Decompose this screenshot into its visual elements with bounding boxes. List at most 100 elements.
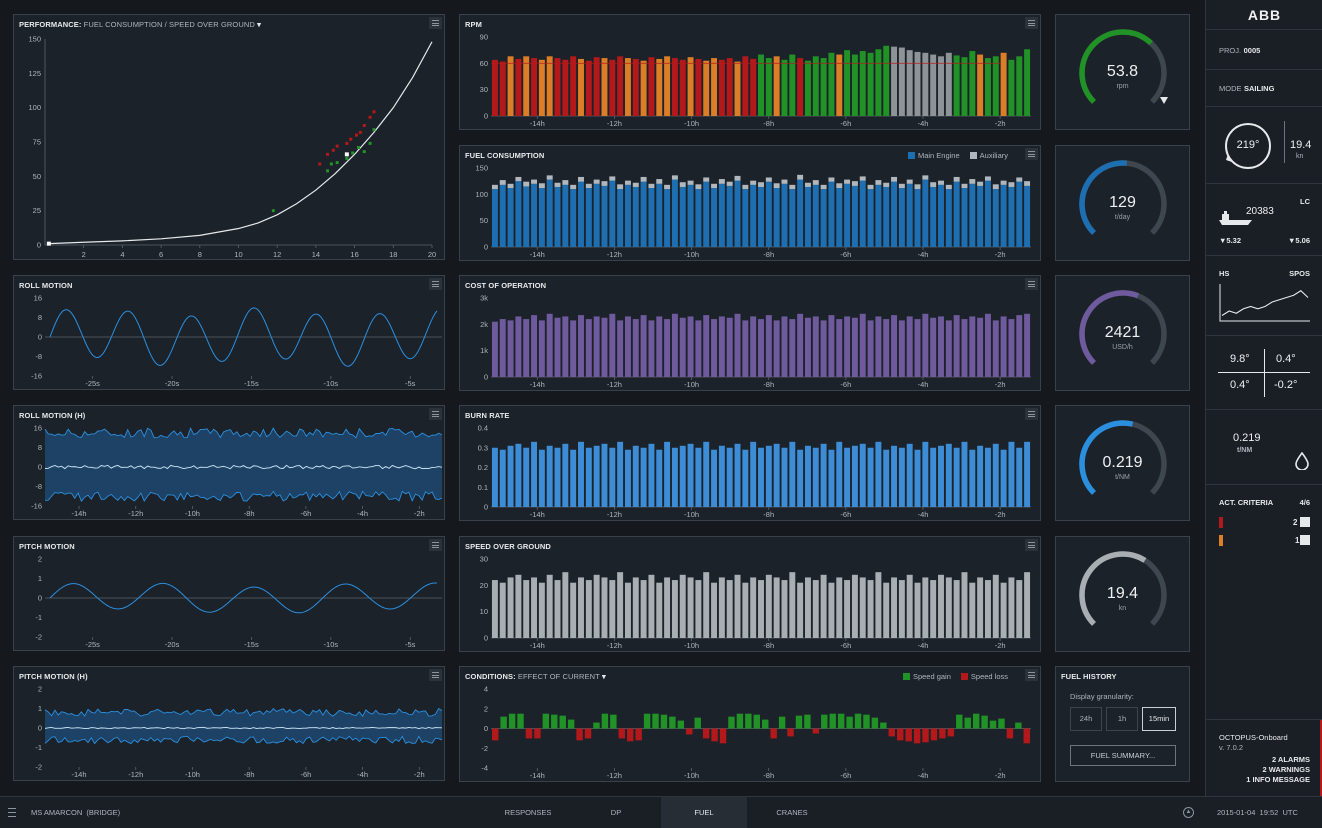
menu-icon[interactable]: [1025, 408, 1038, 420]
y-tick-label: 0: [38, 724, 42, 733]
tab-fuel[interactable]: FUEL: [661, 797, 747, 828]
sog-gauge: 19.4 kn: [1055, 536, 1190, 652]
bar-auxiliary: [570, 184, 577, 190]
bar: [765, 574, 772, 638]
bar-main-engine: [664, 189, 671, 247]
bar: [922, 52, 929, 116]
bar: [844, 580, 851, 638]
y-tick-label: 0.2: [478, 463, 488, 472]
trend-axes: [1219, 284, 1310, 322]
menu-icon[interactable]: [429, 539, 442, 551]
bar: [656, 58, 663, 116]
bar: [797, 449, 804, 507]
bar-main-engine: [898, 188, 905, 247]
motion-top-right: 0.4°: [1276, 353, 1296, 365]
band-upper: [44, 427, 443, 439]
burn-gauge-arc: [1079, 420, 1167, 495]
bar-main-engine: [734, 180, 741, 247]
hs-section[interactable]: HS SPOS: [1206, 256, 1322, 336]
legend-speed-gain: Speed gain: [902, 672, 951, 681]
bar: [898, 47, 905, 116]
bar-main-engine: [1008, 186, 1015, 247]
motion-section[interactable]: 9.8° 0.4° 0.4° -0.2°: [1206, 336, 1322, 410]
roll-motion-chart: 16 8 0 -8 -16 -25s -20s -15s -10s -5s: [31, 294, 442, 388]
bar: [781, 580, 788, 638]
bar: [1000, 449, 1007, 507]
bar: [883, 45, 890, 116]
y-tick-label: 0: [484, 503, 488, 512]
caret-down-icon[interactable]: ▾: [257, 20, 261, 29]
bar: [538, 320, 545, 377]
bar-gain: [762, 719, 769, 729]
bar-main-engine: [507, 188, 514, 247]
tab-responses[interactable]: RESPONSES: [504, 808, 552, 817]
bar-main-engine: [1016, 181, 1023, 247]
bar: [914, 319, 921, 377]
bar: [992, 574, 999, 638]
gauge-fill: [1079, 160, 1128, 235]
menu-icon[interactable]: [1025, 669, 1038, 681]
bar-main-engine: [773, 188, 780, 247]
criteria-orange-marker: [1219, 535, 1223, 546]
bar-main-engine: [718, 183, 725, 247]
y-tick-label: 0: [484, 373, 488, 382]
bar-main-engine: [554, 186, 561, 247]
bar: [938, 316, 944, 377]
menu-icon[interactable]: [429, 408, 442, 420]
project-section[interactable]: PROJ. 0005: [1206, 30, 1322, 70]
bar-main-engine: [758, 186, 764, 247]
bar-loss: [534, 728, 541, 739]
app-version: v. 7.0.2: [1219, 743, 1244, 752]
menu-icon[interactable]: [1025, 539, 1038, 551]
bar: [758, 319, 764, 377]
menu-icon[interactable]: [429, 669, 442, 681]
bar-auxiliary: [765, 177, 772, 182]
bar: [977, 317, 984, 377]
menu-icon[interactable]: [429, 17, 442, 29]
performance-title[interactable]: PERFORMANCE: FUEL CONSUMPTION / SPEED OV…: [19, 20, 261, 29]
fuel-summary-button[interactable]: FUEL SUMMARY...: [1070, 745, 1176, 766]
bar: [624, 58, 631, 116]
bar: [491, 321, 498, 377]
x-tick-label: -6h: [300, 509, 311, 518]
heading-section[interactable]: 219° 19.4 kn: [1206, 107, 1322, 184]
mode-section[interactable]: MODE SAILING: [1206, 70, 1322, 107]
granularity-24h-button[interactable]: 24h: [1070, 707, 1102, 731]
bar: [523, 580, 530, 638]
menu-icon[interactable]: [429, 278, 442, 290]
y-tick-label: 10: [480, 607, 488, 616]
bar: [554, 580, 561, 638]
y-tick-label: 100: [475, 190, 488, 199]
hamburger-menu-icon[interactable]: [8, 808, 16, 817]
bar: [945, 443, 952, 507]
sog-title: SPEED OVER GROUND: [465, 542, 551, 551]
x-tick-label: -4h: [357, 509, 368, 518]
bar-main-engine: [867, 189, 874, 247]
bar: [718, 59, 725, 116]
bar-main-engine: [656, 183, 663, 247]
y-tick-label: 0: [484, 243, 488, 252]
performance-panel: PERFORMANCE: FUEL CONSUMPTION / SPEED OV…: [13, 14, 445, 260]
rate-section[interactable]: 0.219 t/NM: [1206, 410, 1322, 485]
conditions-title[interactable]: CONDITIONS: EFFECT OF CURRENT ▾: [465, 672, 606, 681]
x-tick-label: -8h: [763, 510, 774, 519]
tab-dp[interactable]: DP: [610, 808, 622, 817]
tab-cranes[interactable]: CRANES: [776, 808, 808, 817]
bar: [812, 447, 819, 507]
bar-auxiliary: [953, 176, 960, 182]
bar-gain: [745, 713, 752, 729]
menu-icon[interactable]: [1025, 148, 1038, 160]
granularity-15min-button[interactable]: 15min: [1142, 707, 1176, 731]
criteria-section[interactable]: ACT. CRITERIA 4/6 2 1: [1206, 485, 1322, 560]
app-info-section[interactable]: OCTOPUS-Onboard v. 7.0.2 2 ALARMS 2 WARN…: [1206, 719, 1322, 797]
bar-gain: [753, 714, 760, 729]
granularity-1h-button[interactable]: 1h: [1106, 707, 1138, 731]
bar: [679, 445, 686, 507]
menu-icon[interactable]: [1025, 17, 1038, 29]
loading-section[interactable]: LC 20383 ▼5.32 ▼5.06: [1206, 184, 1322, 256]
bar-auxiliary: [711, 183, 718, 189]
bar-auxiliary: [538, 183, 545, 189]
menu-icon[interactable]: [1025, 278, 1038, 290]
alert-icon[interactable]: ▲: [1183, 807, 1194, 818]
caret-down-icon[interactable]: ▾: [602, 672, 606, 681]
